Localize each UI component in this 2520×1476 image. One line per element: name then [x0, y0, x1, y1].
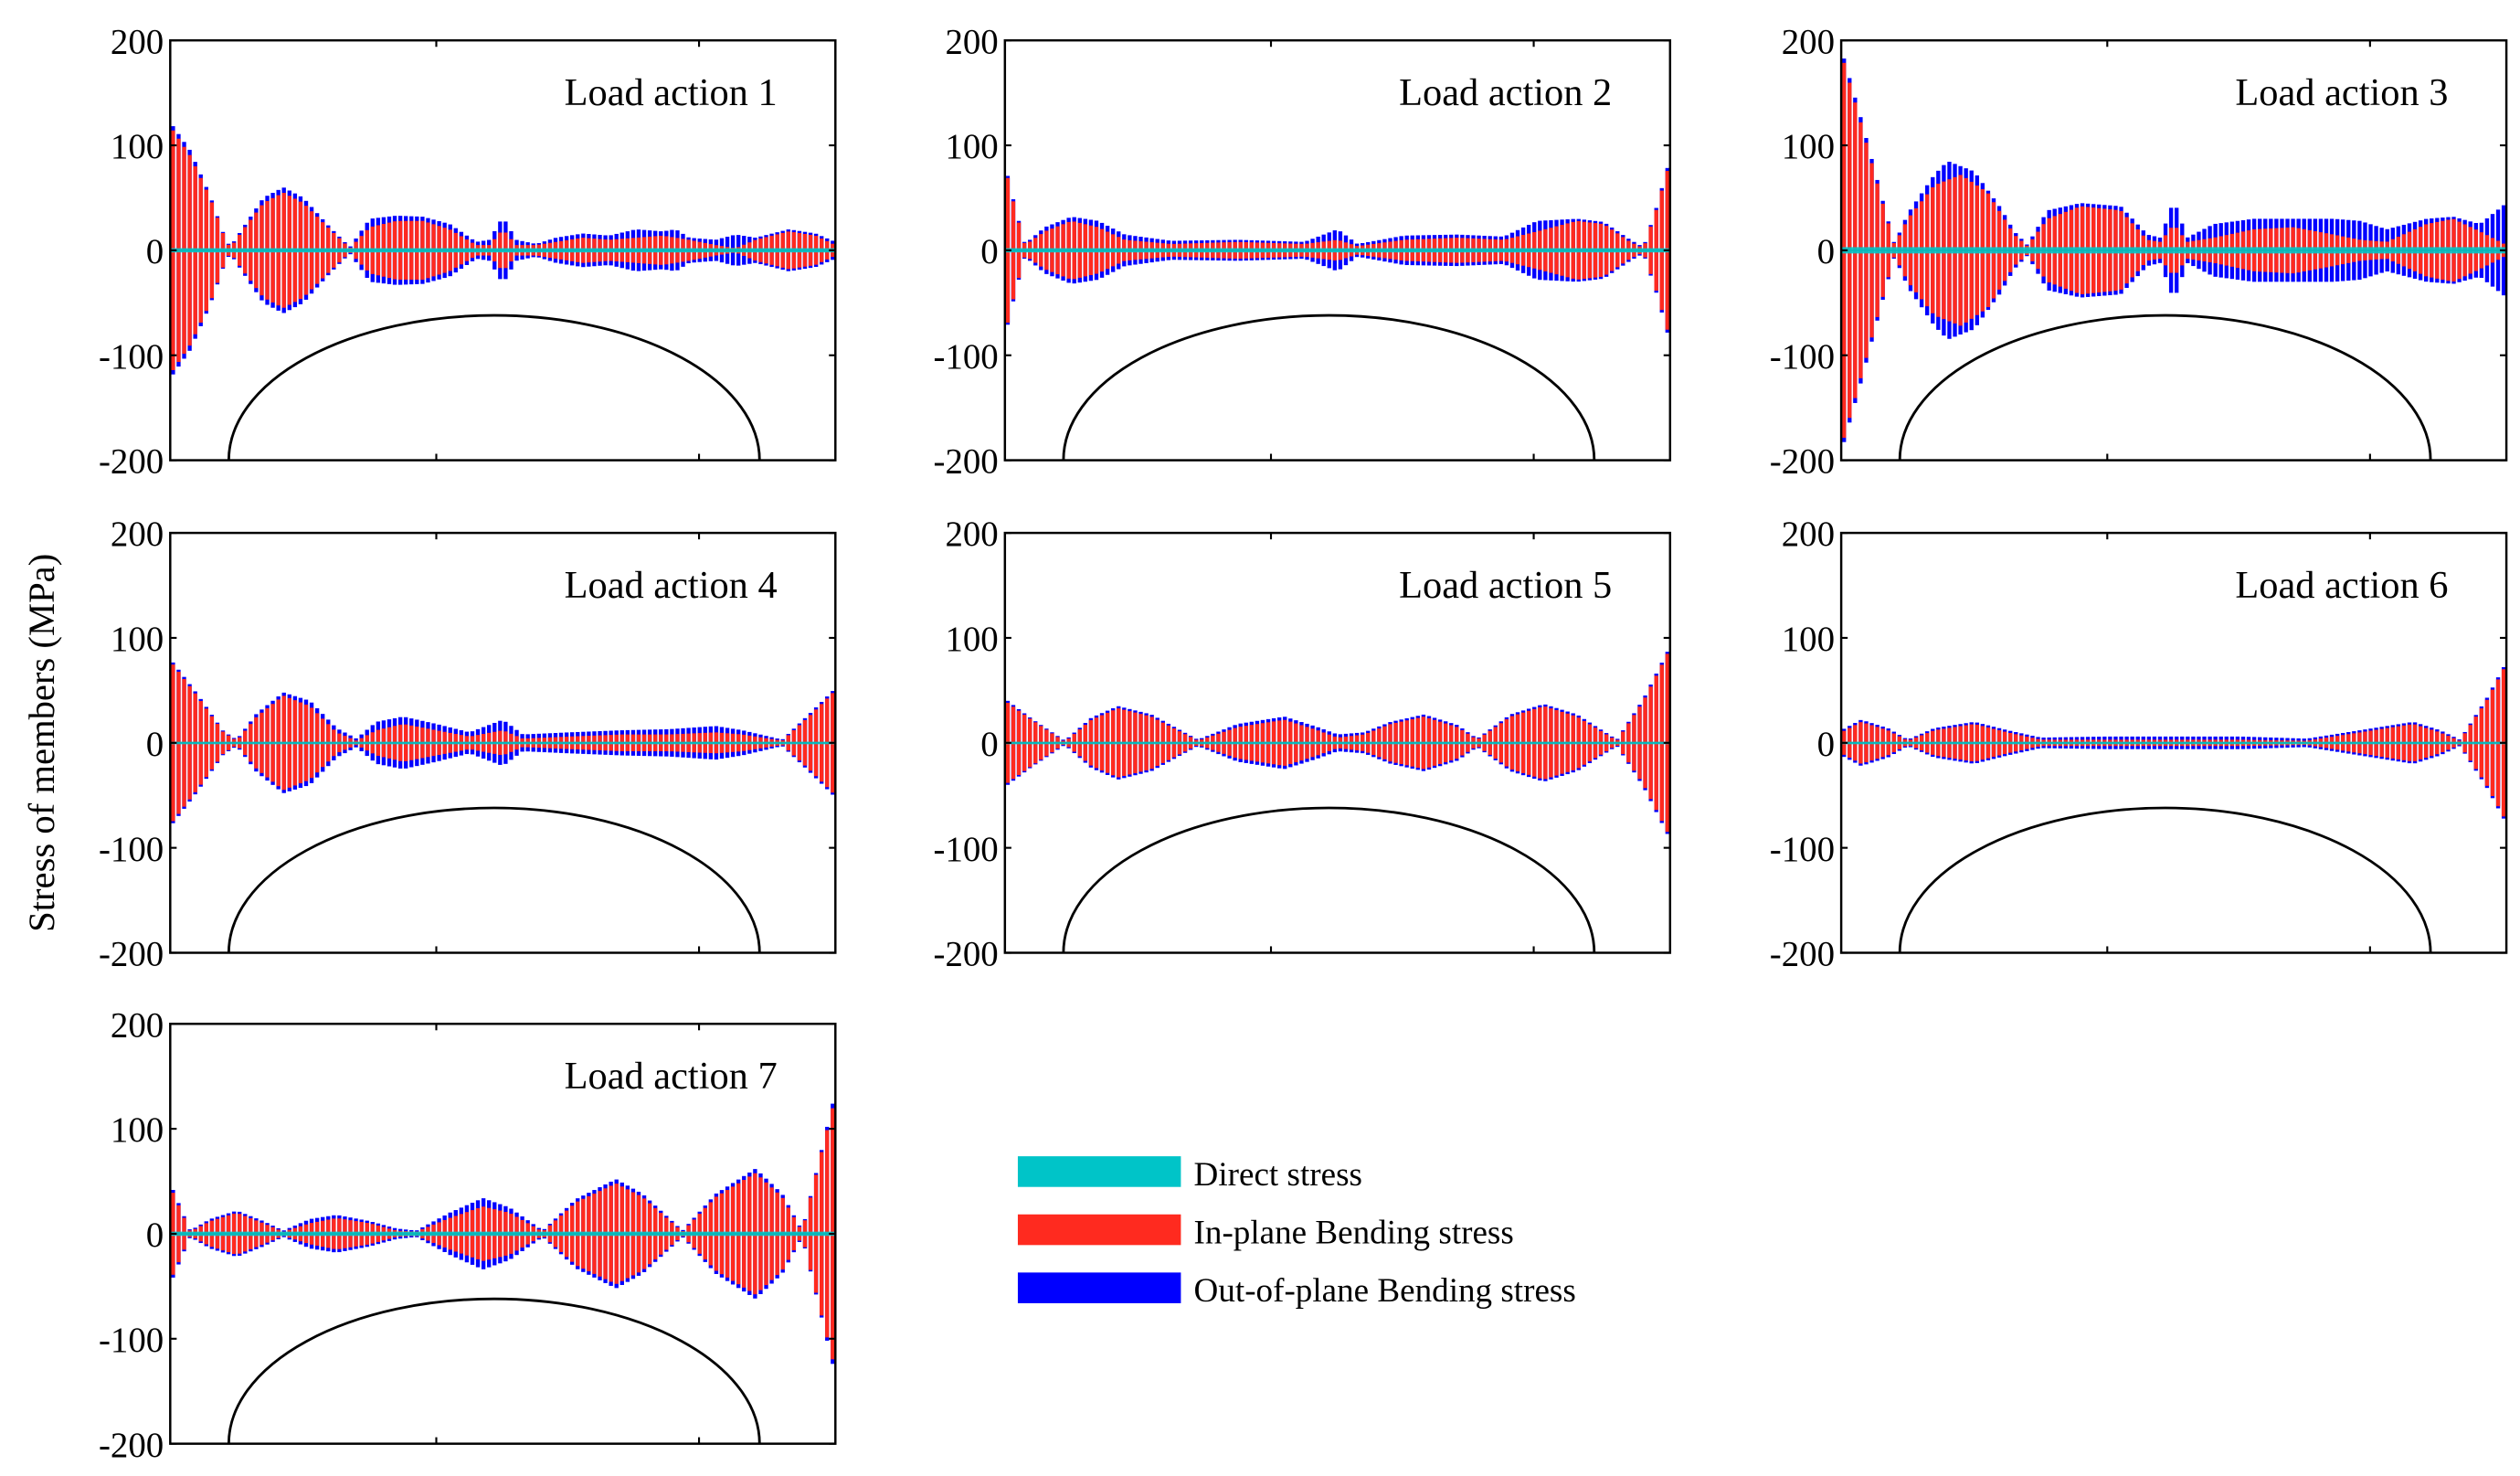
y-tick-label: 200	[1782, 22, 1835, 61]
direct-stress-band	[170, 248, 836, 253]
legend-item-outplane: Out-of-plane Bending stress	[1017, 1272, 1576, 1310]
y-tick-label: -100	[934, 337, 999, 377]
y-tick-label: 100	[945, 620, 998, 659]
panel-title: Load action 4	[565, 564, 778, 607]
arch-outline	[1062, 313, 1596, 461]
legend-label-inplane: In-plane Bending stress	[1194, 1215, 1514, 1252]
panel-load-action-5: 200 100 0 -100 -200 Load action 5	[934, 515, 1672, 974]
y-tick-label: 100	[945, 127, 998, 166]
y-tick-label: 0	[146, 232, 164, 271]
arch-outline	[1900, 808, 2430, 952]
panel-load-action-4: 200 100 0 -100 -200 Load action 4	[99, 515, 837, 974]
legend: Direct stress In-plane Bending stress Ou…	[1017, 1156, 1576, 1310]
panel-load-action-7: 200 100 0 -100 -200 Load action 7	[99, 1005, 837, 1465]
arch-outline	[227, 313, 761, 461]
y-tick-label: -200	[1770, 935, 1835, 974]
y-tick-label: 200	[111, 22, 164, 61]
arch-outline	[1900, 315, 2430, 460]
y-tick-label: -100	[1770, 830, 1835, 869]
y-tick-label: -200	[99, 442, 164, 482]
y-tick-label: 100	[111, 127, 164, 166]
y-tick-label: 0	[146, 725, 164, 764]
direct-stress-band	[170, 1231, 836, 1237]
panel-title: Load action 5	[1399, 564, 1612, 607]
y-tick-label: -100	[99, 830, 164, 869]
y-tick-label: 0	[146, 1216, 164, 1255]
y-tick-label: -100	[1770, 337, 1835, 377]
panels: 200 100 0 -100 -200 Load action 1 200 100 0 -100 -…	[99, 22, 2508, 1465]
arch-outline	[227, 1297, 761, 1444]
y-tick-label: 0	[1817, 725, 1835, 764]
y-tick-label: 200	[1782, 515, 1835, 554]
y-tick-label: 100	[1782, 620, 1835, 659]
panel-load-action-3: 200 100 0 -100 -200 Load action 3	[1770, 22, 2508, 482]
panel-title: Load action 2	[1399, 71, 1612, 114]
panel-load-action-6: 200 100 0 -100 -200 Load action 6	[1770, 515, 2508, 974]
y-tick-label: 200	[945, 22, 998, 61]
y-tick-label: -200	[99, 935, 164, 974]
direct-stress-band	[1841, 247, 2507, 254]
arch-outline	[1062, 806, 1596, 953]
panel-load-action-2: 200 100 0 -100 -200 Load action 2	[934, 22, 1672, 482]
y-axis-label: Stress of members (MPa)	[21, 554, 62, 932]
y-tick-label: -100	[934, 830, 999, 869]
y-tick-label: -200	[1770, 442, 1835, 482]
direct-stress-band	[1841, 741, 2507, 745]
panel-load-action-1: 200 100 0 -100 -200 Load action 1	[99, 22, 837, 482]
direct-stress-band	[170, 741, 836, 745]
legend-label-direct: Direct stress	[1194, 1156, 1362, 1194]
y-tick-label: 200	[111, 515, 164, 554]
y-tick-label: -200	[934, 442, 999, 482]
y-tick-label: 200	[111, 1005, 164, 1045]
y-tick-label: -200	[934, 935, 999, 974]
y-tick-label: 0	[980, 232, 998, 271]
arch-outline	[227, 806, 761, 953]
direct-stress-band	[1004, 741, 1670, 745]
panel-title: Load action 1	[565, 71, 778, 114]
y-tick-label: 0	[1817, 232, 1835, 271]
y-tick-label: -200	[99, 1426, 164, 1465]
legend-swatch-inplane	[1017, 1214, 1181, 1246]
panel-title: Load action 6	[2235, 564, 2448, 607]
y-tick-label: 100	[111, 620, 164, 659]
legend-swatch-outplane	[1017, 1272, 1181, 1303]
y-tick-label: -100	[99, 1321, 164, 1360]
y-tick-label: -100	[99, 337, 164, 377]
y-tick-label: 0	[980, 725, 998, 764]
legend-label-outplane: Out-of-plane Bending stress	[1194, 1272, 1576, 1310]
legend-item-inplane: In-plane Bending stress	[1017, 1214, 1514, 1252]
y-tick-label: 100	[1782, 127, 1835, 166]
legend-swatch-direct	[1017, 1156, 1181, 1187]
panel-title: Load action 3	[2235, 71, 2448, 114]
y-tick-label: 100	[111, 1110, 164, 1150]
direct-stress-band	[1004, 248, 1670, 253]
legend-item-direct: Direct stress	[1017, 1156, 1362, 1194]
y-tick-label: 200	[945, 515, 998, 554]
panel-title: Load action 7	[565, 1055, 778, 1098]
